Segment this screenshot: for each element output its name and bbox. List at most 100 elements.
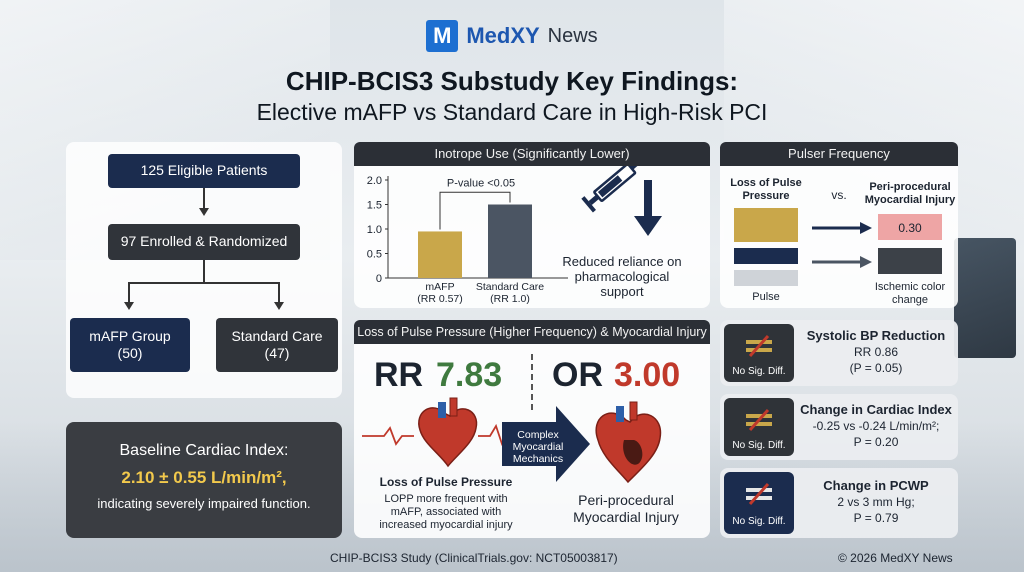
outcome-title: Change in Cardiac Index <box>800 402 952 417</box>
standard-care-box: Standard Care (47) <box>216 318 338 372</box>
baseline-cardiac-index: Baseline Cardiac Index: 2.10 ± 0.55 L/mi… <box>66 422 342 538</box>
outcome-title: Change in PCWP <box>823 478 929 493</box>
brand-header: M MedXY News <box>0 18 1024 54</box>
lopp-graphic: RR 7.83 OR 3.00 Loss of Pulse Pressure L… <box>362 354 680 531</box>
mafp-group-name: mAFP Group <box>89 327 171 344</box>
injury-title-2: Myocardial Injury <box>573 509 679 525</box>
no-diff-badge: No Sig. Diff. <box>724 324 794 382</box>
pulse-bar-gold <box>734 208 798 242</box>
pvalue-bracket <box>439 191 511 230</box>
pulser-value: 0.30 <box>898 221 922 235</box>
lopp-desc-3: increased myocardial injury <box>379 519 513 531</box>
flow-split <box>128 282 280 284</box>
arrow-text-2: Myocardial <box>513 441 564 453</box>
title-line-2: Elective mAFP vs Standard Care in High-R… <box>256 99 768 125</box>
y-tick-label: 0.5 <box>367 249 382 261</box>
standard-group-name: Standard Care <box>231 327 323 344</box>
outcome-line: P = 0.79 <box>853 510 899 525</box>
ischemic-label-1: Ischemic color <box>875 281 946 293</box>
rr-prefix: RR <box>374 356 423 394</box>
vs-label: vs. <box>831 188 846 202</box>
no-diff-badge: No Sig. Diff. <box>724 398 794 456</box>
lopp-header: Loss of Pulse Pressure (Higher Frequency… <box>354 320 710 344</box>
monitor-image <box>954 238 1016 358</box>
outcome-card-cardiac-index: No Sig. Diff. Change in Cardiac Index -0… <box>720 394 958 460</box>
outcome-card-pcwp: No Sig. Diff. Change in PCWP 2 vs 3 mm H… <box>720 468 958 538</box>
pulser-graphic: Loss of Pulse Pressure vs. Peri-procedur… <box>730 177 956 306</box>
reduced-line-1: Reduced reliance on <box>562 254 681 269</box>
enrollment-flow: 125 Eligible Patients 97 Enrolled & Rand… <box>66 142 342 398</box>
standard-group-count: (47) <box>264 345 290 361</box>
outcome-line: -0.25 vs -0.24 L/min/m²; <box>812 419 940 433</box>
arrow-text-3: Mechanics <box>513 453 563 465</box>
injury-label-1: Peri-procedural <box>869 181 950 193</box>
outcome-line: (P = 0.05) <box>849 360 903 375</box>
right-arrow-icon <box>812 222 872 268</box>
baseline-value: 2.10 ± 0.55 L/min/m², <box>121 468 287 487</box>
flow-arrow <box>199 208 209 216</box>
footer-study: CHIP-BCIS3 Study (ClinicalTrials.gov: NC… <box>330 551 618 565</box>
enrolled-box: 97 Enrolled & Randomized <box>108 224 300 260</box>
not-equal-icon <box>724 406 794 434</box>
no-diff-badge: No Sig. Diff. <box>724 472 794 534</box>
y-tick-label: 1.5 <box>367 200 382 212</box>
lopp-label-1: Loss of Pulse <box>730 177 802 189</box>
x-tick-label: mAFP <box>425 281 454 293</box>
title-line-1: CHIP-BCIS3 Substudy Key Findings: <box>285 66 739 96</box>
flow-connector <box>203 260 205 282</box>
x-tick-sublabel: (RR 1.0) <box>490 293 530 305</box>
not-equal-icon <box>724 480 794 508</box>
baseline-label: Baseline Cardiac Index: <box>119 442 289 459</box>
pulse-bar-grey <box>734 270 798 286</box>
eligible-box: 125 Eligible Patients <box>108 154 300 188</box>
outcome-line: P = 0.20 <box>853 434 899 449</box>
lopp-panel: Loss of Pulse Pressure (Higher Frequency… <box>354 320 710 538</box>
badge-label: No Sig. Diff. <box>732 366 786 377</box>
right-arrow-icon <box>502 406 590 482</box>
lopp-desc-1: LOPP more frequent with <box>384 493 507 505</box>
injury-label-2: Myocardial Injury <box>865 194 956 206</box>
pulser-header: Pulser Frequency <box>720 142 958 166</box>
bar-1 <box>488 204 532 278</box>
brand-suffix: News <box>547 24 598 47</box>
lopp-desc-2: mAFP, associated with <box>391 506 501 518</box>
flow-connector <box>203 188 205 210</box>
bar-0 <box>418 231 462 278</box>
mafp-group-count: (50) <box>117 345 143 361</box>
x-tick-sublabel: (RR 0.57) <box>417 293 463 305</box>
ecg-line <box>362 426 414 446</box>
y-tick-label: 1.0 <box>367 224 382 236</box>
flow-connector <box>128 282 130 304</box>
or-prefix: OR <box>552 356 603 394</box>
footer-copyright: © 2026 MedXY News <box>838 551 953 565</box>
brand-name: MedXY <box>466 23 540 48</box>
reduced-line-3: support <box>600 284 644 299</box>
flow-connector <box>278 282 280 304</box>
injury-title-1: Peri-procedural <box>578 492 674 508</box>
not-equal-icon <box>724 332 794 360</box>
ischemic-label-2: change <box>892 294 928 306</box>
outcome-title: Systolic BP Reduction <box>806 328 946 343</box>
y-tick-label: 2.0 <box>367 175 382 187</box>
baseline-note: indicating severely impaired function. <box>97 496 311 511</box>
flow-arrow <box>274 302 284 310</box>
lopp-title: Loss of Pulse Pressure <box>380 475 513 489</box>
inotrope-chart: 0 0.5 1.0 1.5 2.0 mAFP(RR 0.57) Standard Care(… <box>367 166 682 305</box>
mafp-group-box: mAFP Group (50) <box>70 318 190 372</box>
pulse-label: Pulse <box>752 291 780 303</box>
inotrope-header: Inotrope Use (Significantly Lower) <box>354 142 710 166</box>
badge-label: No Sig. Diff. <box>732 516 786 527</box>
pulse-bar-navy <box>734 248 798 264</box>
ischemic-box <box>878 248 942 274</box>
badge-label: No Sig. Diff. <box>732 440 786 451</box>
inotrope-panel: Inotrope Use (Significantly Lower) 0 0.5 1… <box>354 142 710 308</box>
or-value: 3.00 <box>614 356 680 394</box>
value-box <box>878 214 942 240</box>
pvalue-label: P-value <0.05 <box>447 177 515 189</box>
flow-arrow <box>124 302 134 310</box>
arrow-text-1: Complex <box>517 429 559 441</box>
lopp-label-2: Pressure <box>742 190 789 202</box>
down-arrow-icon <box>634 180 662 236</box>
outcome-line: RR 0.86 <box>853 345 899 359</box>
pulser-frequency-panel: Pulser Frequency Loss of Pulse Pressure … <box>720 142 958 308</box>
